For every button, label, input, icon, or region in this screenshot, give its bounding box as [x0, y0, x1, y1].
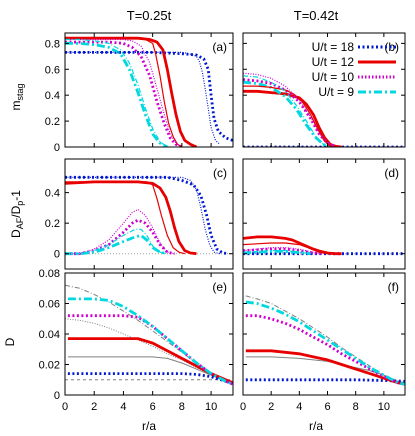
plots-layer: 00.20.40.60.8 (a) (b)00.20.4(c) (d)0 2 4 6 8 100… [39, 32, 406, 413]
series-line [65, 36, 198, 147]
y-tick-label: 0.2 [45, 116, 60, 128]
panel: (d) [242, 158, 406, 270]
x-tick-label: 10 [378, 401, 390, 413]
legend-label: U/t = 9 [318, 85, 354, 99]
y-axis-label-daf: DAF/Dp-1 [9, 190, 25, 238]
series-group [65, 284, 233, 386]
panel: 0 0.2 0.4 0.6 0.8 (a) [45, 32, 234, 154]
series-line [65, 51, 221, 145]
x-tick-label: 8 [353, 401, 359, 413]
y-tick-label: 0 [54, 142, 60, 154]
x-axis-label: r/a [142, 419, 156, 433]
y-tick-label: 0.06 [39, 299, 60, 311]
y-tick-label: 0.6 [45, 64, 60, 76]
x-tick-label: 8 [179, 401, 185, 413]
y-tick-label: 0.04 [39, 329, 60, 341]
panel-label: (a) [212, 40, 227, 54]
y-tick-label: 0.2 [45, 218, 60, 230]
series-group [65, 175, 229, 256]
panel-label: (d) [384, 166, 399, 180]
column-title: T=0.42t [294, 8, 339, 23]
panel-frame [64, 32, 234, 148]
panel: 0 0.2 0.4 (c) [45, 158, 234, 270]
y-tick-label: 0.4 [45, 188, 60, 200]
series-line [65, 38, 168, 147]
series-line [65, 42, 168, 147]
x-tick-label: 2 [91, 401, 97, 413]
y-tick-label: 0 [54, 390, 60, 402]
x-tick-label: 2 [268, 401, 274, 413]
series-line [65, 176, 221, 255]
x-tick-label: 10 [205, 401, 217, 413]
panel-frame [64, 158, 234, 270]
panel-frame [242, 158, 406, 270]
panel: 0 2 4 6 8 10 (f) [240, 272, 406, 413]
x-tick-label: 0 [62, 401, 68, 413]
series-group [243, 72, 405, 147]
series-line [243, 250, 311, 255]
series-line [245, 378, 405, 383]
series-line [243, 75, 331, 147]
series-group [65, 36, 233, 147]
series-line [65, 233, 168, 256]
series-line [65, 318, 233, 385]
y-tick-label: 0 [54, 249, 60, 261]
series-line [245, 295, 405, 385]
series-line [245, 300, 405, 386]
series-line [65, 180, 197, 256]
y-tick-label: 0.8 [45, 38, 60, 50]
x-tick-label: 6 [150, 401, 156, 413]
legend-label: U/t = 18 [312, 40, 355, 54]
series-line [65, 37, 183, 147]
series-line [65, 208, 175, 255]
series-line [243, 247, 323, 256]
x-tick-label: 4 [120, 401, 126, 413]
series-line [65, 228, 168, 255]
series-group [243, 235, 405, 256]
y-tick-label: 0.4 [45, 90, 60, 102]
series-line [65, 51, 233, 142]
x-axis-label: r/a [309, 419, 323, 433]
series-group [245, 295, 405, 386]
x-tick-label: 6 [324, 401, 330, 413]
legend: U/t = 18 U/t = 12 U/t = 10 U/t = 9 [312, 40, 396, 99]
series-line [243, 242, 331, 255]
y-axis-label-mstag: mstag [9, 83, 25, 110]
series-line [65, 181, 185, 255]
series-line [243, 249, 311, 256]
series-line [65, 175, 229, 256]
y-axis-label-d: D [3, 337, 17, 346]
y-tick-label: 0.08 [39, 268, 60, 280]
series-line [243, 85, 335, 147]
panel-label: (c) [213, 166, 227, 180]
x-tick-label: 0 [240, 401, 246, 413]
panel-label: (f) [388, 280, 399, 294]
panel-label: (e) [212, 280, 227, 294]
series-line [243, 89, 342, 147]
y-tick-label: 0.02 [39, 360, 60, 372]
column-title: T=0.25t [127, 8, 172, 23]
legend-label: U/t = 10 [312, 70, 355, 84]
panel-frame [242, 32, 406, 148]
panel: (b) [242, 32, 406, 148]
panel: 0 2 4 6 8 10 0 0.02 0.04 0.06 0.08 (e) [39, 268, 234, 413]
series-line [65, 218, 175, 256]
series-line [67, 297, 233, 386]
series-line [67, 372, 233, 385]
series-line [65, 40, 183, 147]
panel-label: (b) [384, 40, 399, 54]
x-tick-label: 4 [296, 401, 302, 413]
legend-label: U/t = 12 [312, 55, 355, 69]
